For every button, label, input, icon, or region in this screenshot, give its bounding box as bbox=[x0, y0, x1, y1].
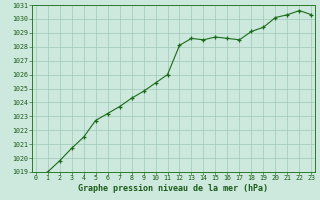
X-axis label: Graphe pression niveau de la mer (hPa): Graphe pression niveau de la mer (hPa) bbox=[78, 184, 268, 193]
